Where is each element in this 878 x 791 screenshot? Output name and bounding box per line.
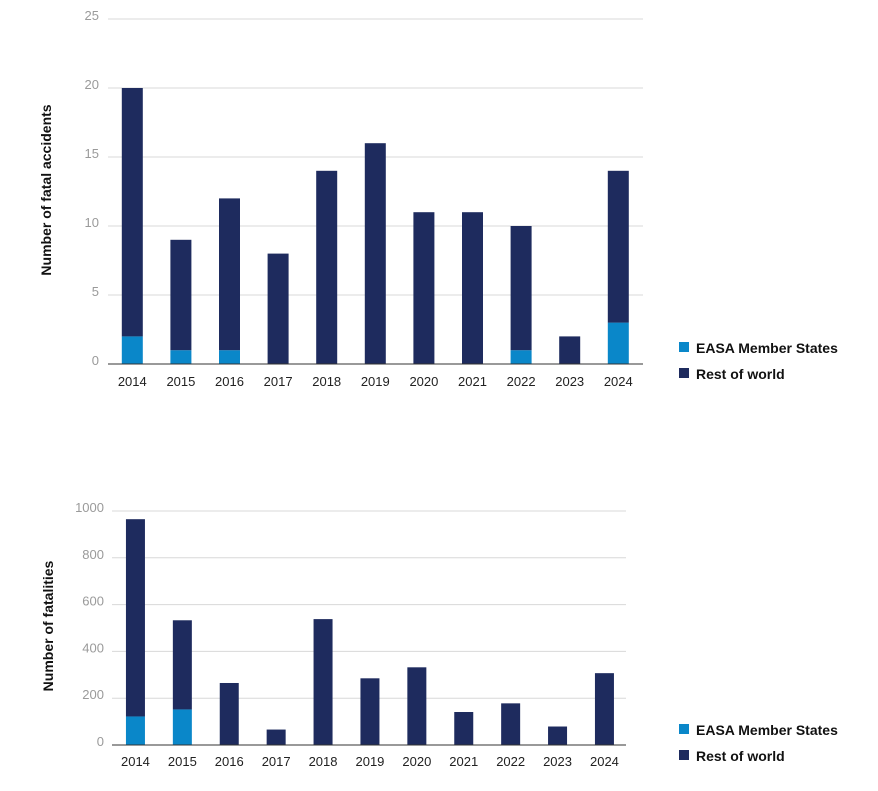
x-tick-label: 2015 — [166, 374, 195, 389]
bar-segment-rest-of-world — [407, 667, 427, 745]
bar-segment-rest-of-world — [594, 673, 614, 745]
y-tick-label: 600 — [82, 594, 104, 609]
x-tick-label: 2022 — [507, 374, 536, 389]
x-tick-label: 2014 — [121, 754, 150, 769]
bar-segment-rest-of-world — [501, 703, 521, 745]
bar-segment-rest-of-world — [219, 198, 240, 351]
bar-segment-rest-of-world — [219, 682, 239, 745]
bar-segment-easa — [125, 716, 145, 745]
y-tick-label: 5 — [92, 284, 99, 299]
legend-label-easa: EASA Member States — [696, 340, 838, 356]
x-tick-label: 2021 — [458, 374, 487, 389]
x-tick-label: 2020 — [402, 754, 431, 769]
bar-segment-rest-of-world — [559, 336, 581, 364]
legend-label-rest: Rest of world — [696, 366, 785, 382]
y-tick-label: 10 — [85, 215, 99, 230]
bar-segment-easa — [121, 336, 143, 364]
bar-segment-easa — [607, 322, 629, 364]
y-tick-label: 1000 — [75, 500, 104, 515]
bar-segment-rest-of-world — [316, 170, 338, 364]
bar-segment-rest-of-world — [454, 712, 474, 745]
y-tick-label: 0 — [97, 734, 104, 749]
bar-segment-easa — [170, 350, 192, 364]
bar-segment-rest-of-world — [125, 519, 145, 717]
y-tick-label: 800 — [82, 547, 104, 562]
x-tick-label: 2019 — [355, 754, 384, 769]
x-tick-label: 2017 — [262, 754, 291, 769]
y-tick-label: 25 — [85, 8, 99, 23]
bar-segment-easa — [219, 350, 240, 364]
fatal-accidents-chart: Number of fatal accidents EASA Member St… — [38, 8, 838, 389]
x-tick-label: 2018 — [309, 754, 338, 769]
bar-segment-rest-of-world — [364, 143, 386, 364]
x-tick-label: 2020 — [409, 374, 438, 389]
x-tick-label: 2017 — [264, 374, 293, 389]
bar-segment-rest-of-world — [607, 170, 629, 323]
bar-segment-rest-of-world — [267, 253, 289, 364]
x-tick-label: 2023 — [555, 374, 584, 389]
x-tick-label: 2019 — [361, 374, 390, 389]
x-tick-label: 2021 — [449, 754, 478, 769]
bar-segment-rest-of-world — [510, 226, 532, 351]
x-tick-label: 2015 — [168, 754, 197, 769]
x-tick-label: 2023 — [543, 754, 572, 769]
bar-segment-rest-of-world — [548, 726, 568, 745]
x-tick-label: 2014 — [118, 374, 147, 389]
fatalities-chart: Number of fatalities EASA Member States … — [40, 500, 838, 769]
y-tick-label: 20 — [85, 77, 99, 92]
bar-segment-rest-of-world — [170, 239, 192, 351]
bar-segment-rest-of-world — [121, 88, 143, 337]
bar-segment-easa — [172, 709, 192, 745]
x-tick-label: 2016 — [215, 374, 244, 389]
bar-segment-rest-of-world — [462, 212, 483, 364]
x-tick-label: 2024 — [604, 374, 633, 389]
legend-swatch-easa — [679, 724, 689, 734]
y-tick-label: 200 — [82, 687, 104, 702]
bar-segment-rest-of-world — [172, 620, 192, 710]
x-tick-label: 2018 — [312, 374, 341, 389]
legend-label-easa: EASA Member States — [696, 722, 838, 738]
bar-segment-rest-of-world — [266, 729, 286, 745]
y-tick-label: 400 — [82, 640, 104, 655]
x-tick-label: 2022 — [496, 754, 525, 769]
bar-segment-rest-of-world — [313, 619, 333, 745]
x-tick-label: 2016 — [215, 754, 244, 769]
legend-swatch-rest — [679, 368, 689, 378]
bar-segment-rest-of-world — [413, 212, 435, 364]
y-axis-title: Number of fatal accidents — [38, 104, 54, 275]
bar-segment-easa — [510, 350, 532, 364]
legend-swatch-easa — [679, 342, 689, 352]
y-axis-title: Number of fatalities — [40, 560, 56, 691]
y-tick-label: 0 — [92, 353, 99, 368]
legend-swatch-rest — [679, 750, 689, 760]
bar-segment-rest-of-world — [360, 678, 380, 745]
legend-label-rest: Rest of world — [696, 748, 785, 764]
y-tick-label: 15 — [85, 146, 99, 161]
x-tick-label: 2024 — [590, 754, 619, 769]
